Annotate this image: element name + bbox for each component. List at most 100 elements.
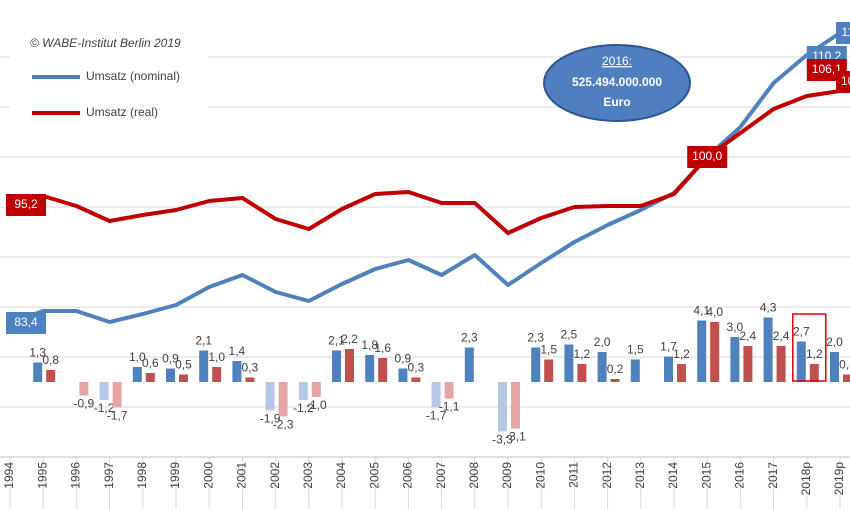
bar (411, 377, 421, 382)
bar-label: -2,3 (273, 418, 294, 432)
x-tick-label: 2013 (633, 462, 647, 489)
bar (79, 382, 89, 396)
grid: 1994 1995 1996 1997 1998 1999 2000 2001 2002 2003… (0, 56, 850, 509)
bar (677, 364, 686, 382)
x-tick-label: 2001 (235, 462, 249, 489)
bar-label: 1,2 (673, 347, 690, 361)
bar (809, 364, 819, 382)
bar (610, 379, 620, 382)
bar (265, 382, 275, 411)
line-label-box (6, 312, 46, 334)
line-label: 106,1 (812, 62, 842, 76)
bar (46, 370, 56, 382)
bar-label: 2,1 (195, 334, 212, 348)
bar-label: 0,8 (42, 353, 59, 367)
bar (33, 362, 43, 382)
annotation-title: 2016: (602, 54, 632, 68)
bar (311, 382, 321, 397)
bar-label: 0,9 (162, 352, 179, 366)
bar-label: 2,0 (826, 335, 843, 349)
bar-label: 0,5 (839, 358, 850, 372)
x-tick-label: 2008 (467, 462, 481, 489)
x-tick-label: 2010 (533, 462, 547, 489)
bar (464, 347, 474, 382)
bar (398, 368, 408, 382)
x-tick-label: 2006 (401, 462, 415, 489)
bar (796, 341, 806, 382)
bar-label: 1,0 (129, 350, 146, 364)
bar-label: 2,4 (740, 329, 757, 343)
bar-label: -1,1 (439, 400, 460, 414)
bar (830, 352, 839, 382)
x-tick-label: 2017 (766, 462, 780, 489)
bar-label: -3,1 (505, 430, 526, 444)
bar-label: 2,2 (341, 332, 358, 346)
bar-label: 1,6 (374, 341, 391, 355)
bar-label: 1,7 (660, 340, 677, 354)
bar (99, 382, 109, 400)
bar (577, 364, 587, 382)
bar (498, 382, 507, 432)
bar-label: 3,0 (727, 320, 744, 334)
bar (730, 337, 740, 382)
bar-label: 0,3 (242, 361, 259, 375)
line-label: 95,2 (14, 197, 38, 211)
bar-label: 0,5 (175, 358, 192, 372)
bar-label: -1,2 (293, 401, 314, 415)
x-tick-label: 2015 (699, 462, 713, 489)
bar (531, 347, 541, 382)
bar-label: 0,2 (607, 362, 624, 376)
bar (710, 322, 720, 382)
bar (630, 359, 640, 382)
bar-label: -0,9 (74, 397, 95, 411)
bar-label: 2,3 (461, 331, 478, 345)
bar-label: -1,7 (107, 409, 128, 423)
line-label: 100,0 (692, 149, 722, 163)
bar-label: 1,2 (574, 347, 591, 361)
bar (843, 374, 850, 382)
bar-label: 2,0 (594, 335, 611, 349)
bar-label: 1,8 (361, 338, 378, 352)
marks: 1,3 -1,2 1,0 0,9 2,1 1,4 -1,9 -1,2 2,1 1,8 0,9 -1,7… (6, 22, 850, 447)
x-tick-label: 2004 (334, 462, 348, 489)
bar-label: -1,7 (426, 409, 447, 423)
bar (345, 349, 354, 382)
bar-label: 2,7 (793, 325, 810, 339)
source: © WABE-Institut Berlin 2019 (30, 36, 181, 50)
bar-label: 1,5 (540, 343, 557, 357)
x-tick-label: 1995 (35, 462, 49, 489)
bar-label: 4,3 (760, 301, 777, 315)
bar (232, 361, 242, 382)
line-label-box (836, 71, 850, 93)
highlight-box (792, 313, 827, 382)
x-tick-label: 1994 (2, 462, 16, 489)
line-label: 106,6 (841, 74, 850, 88)
x-tick-label: 2009 (500, 462, 514, 489)
x-tick-label: 2016 (733, 462, 747, 489)
bar-label: 1,4 (229, 344, 246, 358)
bar (179, 374, 188, 382)
bar (132, 367, 142, 382)
x-tick-label: 2014 (666, 462, 680, 489)
bar-label: 1,5 (627, 343, 644, 357)
x-tick-label: 1997 (102, 462, 116, 489)
x-tick-label: 2002 (268, 462, 282, 489)
bar (776, 346, 786, 382)
x-tick-label: 2003 (301, 462, 315, 489)
bar-label: 4,1 (693, 304, 710, 318)
bar (564, 344, 574, 382)
bar (544, 359, 554, 382)
bar (511, 382, 520, 429)
line-label-box (836, 22, 850, 44)
bar (444, 382, 454, 399)
line-label: 83,4 (14, 315, 38, 329)
bar (245, 377, 255, 382)
bar (763, 317, 773, 382)
bar-label: -3,3 (492, 433, 513, 447)
bar-label: -1,2 (94, 401, 115, 415)
x-tick-label: 2000 (201, 462, 215, 489)
bar (365, 355, 375, 382)
bar (112, 382, 122, 408)
bar (664, 356, 673, 382)
